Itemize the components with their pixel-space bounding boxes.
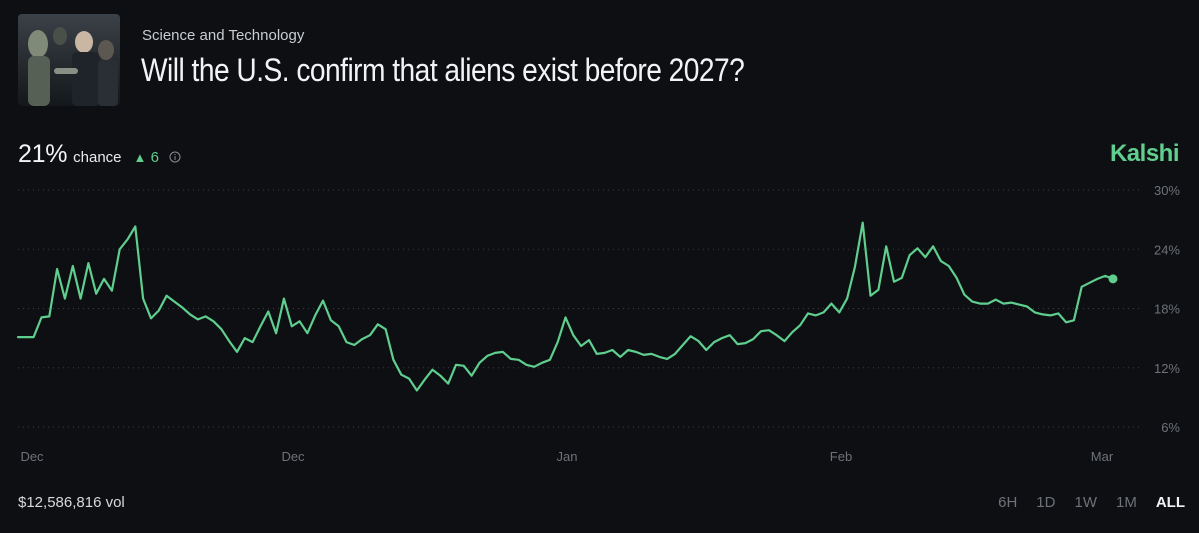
market-category[interactable]: Science and Technology	[142, 27, 305, 44]
x-tick-label: Feb	[830, 449, 852, 464]
market-title: Will the U.S. confirm that aliens exist …	[141, 52, 745, 88]
y-tick-label: 18%	[1154, 302, 1180, 317]
x-tick-label: Mar	[1091, 449, 1114, 464]
range-1w-button[interactable]: 1W	[1074, 494, 1097, 511]
y-tick-label: 6%	[1161, 420, 1180, 435]
range-all-button[interactable]: ALL	[1155, 494, 1185, 511]
time-range-selector: 6H 1D 1W 1M ALL	[979, 494, 1185, 511]
probability-value: 21%	[18, 140, 68, 168]
market-thumbnail	[18, 14, 120, 106]
latest-point-marker	[1108, 274, 1118, 284]
kalshi-logo[interactable]: Kalshi	[1109, 140, 1180, 167]
info-icon[interactable]	[169, 150, 181, 168]
range-1m-button[interactable]: 1M	[1115, 494, 1137, 511]
x-tick-label: Dec	[20, 449, 44, 464]
series-line	[16, 221, 1115, 392]
range-6h-button[interactable]: 6H	[998, 494, 1018, 511]
y-tick-label: 30%	[1154, 183, 1180, 198]
y-tick-label: 24%	[1154, 242, 1180, 257]
probability-summary: 21% chance ▲ 6	[18, 140, 181, 169]
y-tick-label: 12%	[1154, 361, 1180, 376]
chance-label: chance	[73, 149, 122, 166]
x-tick-label: Jan	[557, 449, 578, 464]
up-arrow-icon: ▲	[133, 150, 147, 165]
range-1d-button[interactable]: 1D	[1036, 494, 1056, 511]
price-history-chart: 30% 24% 18% 12% 6% Dec Dec Jan Feb Mar	[16, 183, 1180, 464]
trading-volume: $12,586,816 vol	[18, 494, 125, 511]
x-tick-label: Dec	[281, 449, 305, 464]
change-value: 6	[150, 149, 159, 166]
change-indicator: ▲ 6	[134, 149, 159, 166]
